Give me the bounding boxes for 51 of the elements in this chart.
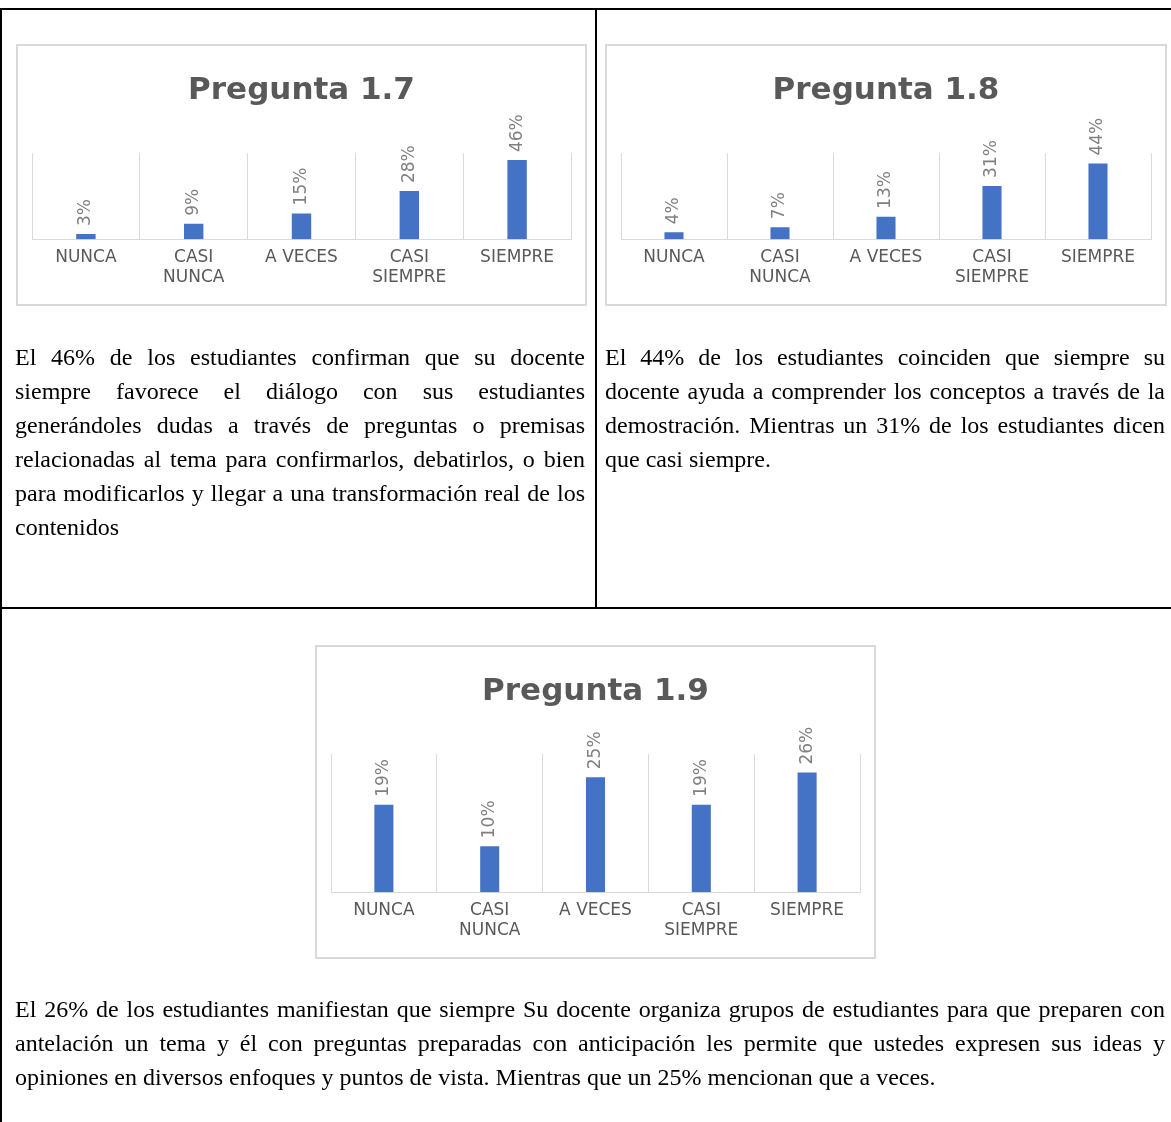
- bar: [399, 191, 419, 240]
- data-label: 9%: [182, 188, 203, 216]
- data-label: 15%: [289, 167, 310, 206]
- data-label: 19%: [689, 759, 710, 797]
- x-tick-label: NUNCA: [643, 245, 706, 266]
- x-tick-label: NUNCA: [55, 245, 117, 266]
- data-label: 7%: [768, 192, 789, 220]
- bar: [507, 160, 527, 240]
- chart-title: Pregunta 1.9: [482, 670, 709, 707]
- data-label: 3%: [74, 199, 95, 227]
- data-label: 31%: [980, 140, 1001, 178]
- x-tick-label: A VECES: [849, 245, 923, 266]
- x-tick-label: SIEMPRE: [770, 898, 845, 919]
- bar: [76, 234, 96, 240]
- data-label: 26%: [795, 726, 816, 765]
- x-tick-label: SIEMPRE: [1060, 245, 1136, 266]
- data-label: 13%: [874, 171, 895, 209]
- x-tick-label: NUNCA: [353, 898, 415, 919]
- bar: [770, 227, 790, 240]
- bar: [374, 804, 394, 893]
- chart-title: Pregunta 1.8: [772, 69, 1000, 106]
- data-label: 44%: [1086, 117, 1107, 156]
- x-tick-label: A VECES: [265, 245, 338, 266]
- bar: [1088, 163, 1108, 240]
- bar: [797, 772, 817, 893]
- bar: [691, 804, 711, 893]
- bar: [982, 185, 1002, 240]
- data-label: 25%: [583, 731, 604, 770]
- data-label: 46%: [505, 114, 526, 153]
- bar: [876, 216, 896, 240]
- bar: [480, 846, 500, 893]
- x-tick-label: CASI NUNCA: [163, 245, 225, 287]
- x-tick-label: SIEMPRE: [480, 245, 555, 266]
- bar: [184, 223, 204, 240]
- x-tick-label: CASI SIEMPRE: [954, 245, 1030, 287]
- chart-title: Pregunta 1.7: [188, 69, 415, 106]
- text: El 46% de los estudiantes confirman que su docente siempre favorece el diálogo con sus estudiantes generándoles dudas a través de preguntas o premisas relacionadas al tema para confirmarlos, debatirlos, o bien para modificarlos y llegar a una transformación real de los contenidos: [15, 343, 585, 542]
- text: El 44% de los estudiantes coinciden que siempre su docente ayuda a comprender los conceptos a través de la demostración. Mientras un 31% de los estudiantes dicen que casi siempre.: [605, 343, 1165, 474]
- x-tick-label: CASI NUNCA: [749, 245, 812, 287]
- data-label: 28%: [397, 145, 418, 184]
- data-label: 4%: [662, 197, 683, 225]
- x-tick-label: A VECES: [559, 898, 632, 919]
- x-tick-label: CASI SIEMPRE: [372, 245, 447, 287]
- bar: [664, 232, 684, 240]
- text: El 26% de los estudiantes manifiestan que siempre Su docente organiza grupos de estudiantes para que preparen con antelación un tema y él con preguntas preparadas con anticipación les permite que ustedes expresen sus ideas y opiniones en diversos enfoques y puntos de vista. Mientras que un 25% mencionan que a veces.: [15, 995, 1165, 1092]
- bar: [291, 213, 312, 240]
- x-tick-label: CASI SIEMPRE: [664, 898, 739, 940]
- data-label: 10%: [478, 800, 499, 839]
- data-label: 19%: [372, 759, 393, 797]
- bar: [585, 777, 606, 893]
- x-tick-label: CASI NUNCA: [459, 898, 521, 940]
